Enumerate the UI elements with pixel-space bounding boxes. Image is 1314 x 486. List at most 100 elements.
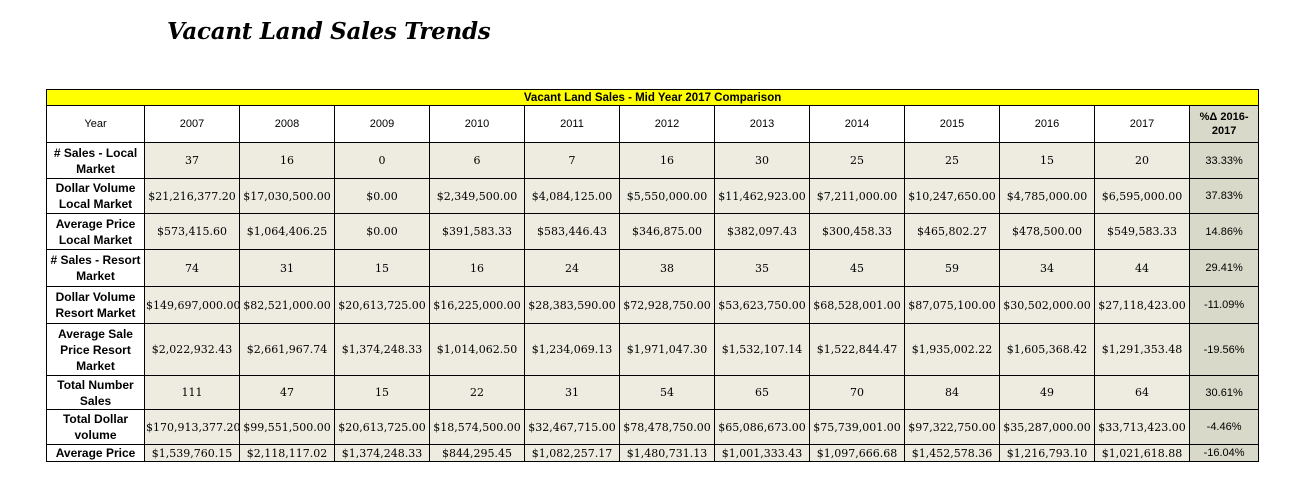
table-cell: $149,697,000.00 xyxy=(144,286,240,324)
table-cell: $1,971,047.30 xyxy=(619,323,715,376)
table-cell: $478,500.00 xyxy=(999,213,1095,250)
table-cell: 24 xyxy=(524,249,620,287)
table-cell: $82,521,000.00 xyxy=(239,286,335,324)
pct-change-cell: -19.56% xyxy=(1188,323,1260,376)
table-cell: $68,528,001.00 xyxy=(809,286,905,324)
pct-change-cell: -16.04% xyxy=(1188,444,1260,462)
table-cell: 30 xyxy=(714,142,810,179)
table-cell: 70 xyxy=(809,375,905,410)
table-cell: $17,030,500.00 xyxy=(239,178,335,214)
row-label: Total Dollar volume xyxy=(46,409,145,445)
table-cell: $1,480,731.13 xyxy=(619,444,715,462)
table-cell: $1,291,353.48 xyxy=(1094,323,1190,376)
table-cell: $2,118,117.02 xyxy=(239,444,335,462)
table-cell: $33,713,423.00 xyxy=(1094,409,1190,445)
table-cell: $465,802.27 xyxy=(904,213,1000,250)
table-cell: $1,234,069.13 xyxy=(524,323,620,376)
table-cell: $1,539,760.15 xyxy=(144,444,240,462)
row-label: Dollar Volume Local Market xyxy=(46,178,145,214)
table-cell: $0.00 xyxy=(334,213,430,250)
table-cell: $21,216,377.20 xyxy=(144,178,240,214)
table-cell: $1,935,002.22 xyxy=(904,323,1000,376)
table-cell: $11,462,923.00 xyxy=(714,178,810,214)
table-cell: 25 xyxy=(809,142,905,179)
table-cell: $7,211,000.00 xyxy=(809,178,905,214)
row-label: # Sales - Local Market xyxy=(46,142,145,179)
year-header: 2014 xyxy=(809,105,905,143)
table-cell: $97,322,750.00 xyxy=(904,409,1000,445)
pct-change-cell: 37.83% xyxy=(1188,178,1260,214)
row-label: Dollar Volume Resort Market xyxy=(46,286,145,324)
vacant-land-sales-table: Vacant Land Sales - Mid Year 2017 Compar… xyxy=(45,89,1260,462)
table-cell: $99,551,500.00 xyxy=(239,409,335,445)
table-cell: $20,613,725.00 xyxy=(334,409,430,445)
table-cell: 7 xyxy=(524,142,620,179)
table-cell: 59 xyxy=(904,249,1000,287)
table-cell: $1,605,368.42 xyxy=(999,323,1095,376)
table-cell: $1,021,618.88 xyxy=(1094,444,1190,462)
pct-change-cell: 29.41% xyxy=(1188,249,1260,287)
header-row: Year 2007 2008 2009 2010 2011 2012 2013 … xyxy=(46,105,1260,143)
table-cell: $2,349,500.00 xyxy=(429,178,525,214)
page-title: Vacant Land Sales Trends xyxy=(167,18,491,45)
row-label: Average Price Local Market xyxy=(46,213,145,250)
table-cell: $65,086,673.00 xyxy=(714,409,810,445)
table-cell: $1,452,578.36 xyxy=(904,444,1000,462)
row-label: Total Number Sales xyxy=(46,375,145,410)
table-cell: $27,118,423.00 xyxy=(1094,286,1190,324)
table-cell: 74 xyxy=(144,249,240,287)
table-cell: $1,097,666.68 xyxy=(809,444,905,462)
table-cell: 45 xyxy=(809,249,905,287)
table-row: # Sales - Resort Market 74 31 15 16 24 38 35 45 5… xyxy=(46,249,1260,287)
table-row: Average Sale Price Resort Market $2,022,9… xyxy=(46,323,1260,376)
table-cell: $1,064,406.25 xyxy=(239,213,335,250)
table-cell: $0.00 xyxy=(334,178,430,214)
table-cell: 37 xyxy=(144,142,240,179)
table-cell: $1,082,257.17 xyxy=(524,444,620,462)
table-cell: 31 xyxy=(524,375,620,410)
table-cell: 34 xyxy=(999,249,1095,287)
table-cell: 20 xyxy=(1094,142,1190,179)
table-cell: $1,522,844.47 xyxy=(809,323,905,376)
table-cell: 84 xyxy=(904,375,1000,410)
table-cell: 54 xyxy=(619,375,715,410)
row-label: # Sales - Resort Market xyxy=(46,249,145,287)
table-cell: $1,374,248.33 xyxy=(334,323,430,376)
table-cell: 16 xyxy=(239,142,335,179)
year-header: 2017 xyxy=(1094,105,1190,143)
table-cell: $18,574,500.00 xyxy=(429,409,525,445)
table-cell: $300,458.33 xyxy=(809,213,905,250)
table-cell: 47 xyxy=(239,375,335,410)
table-cell: 16 xyxy=(429,249,525,287)
table-cell: $573,415.60 xyxy=(144,213,240,250)
table-cell: $2,022,932.43 xyxy=(144,323,240,376)
table-cell: 6 xyxy=(429,142,525,179)
table-cell: $28,383,590.00 xyxy=(524,286,620,324)
table-cell: 16 xyxy=(619,142,715,179)
year-header: 2013 xyxy=(714,105,810,143)
pct-change-header: %Δ 2016-2017 xyxy=(1188,105,1260,143)
table-cell: $30,502,000.00 xyxy=(999,286,1095,324)
table-cell: 15 xyxy=(334,249,430,287)
table-cell: $346,875.00 xyxy=(619,213,715,250)
table-cell: $4,785,000.00 xyxy=(999,178,1095,214)
table-cell: $53,623,750.00 xyxy=(714,286,810,324)
table-cell: $78,478,750.00 xyxy=(619,409,715,445)
table-cell: 111 xyxy=(144,375,240,410)
year-header: 2010 xyxy=(429,105,525,143)
year-header: Year xyxy=(46,105,145,143)
table-banner: Vacant Land Sales - Mid Year 2017 Compar… xyxy=(45,89,1260,106)
pct-change-cell: -4.46% xyxy=(1188,409,1260,445)
table-cell: 15 xyxy=(334,375,430,410)
year-header: 2011 xyxy=(524,105,620,143)
table-cell: $75,739,001.00 xyxy=(809,409,905,445)
table-cell: $10,247,650.00 xyxy=(904,178,1000,214)
table-cell: 31 xyxy=(239,249,335,287)
year-header: 2012 xyxy=(619,105,715,143)
table-cell: $2,661,967.74 xyxy=(239,323,335,376)
pct-change-cell: 14.86% xyxy=(1188,213,1260,250)
table-cell: $1,532,107.14 xyxy=(714,323,810,376)
table-cell: $35,287,000.00 xyxy=(999,409,1095,445)
year-header: 2007 xyxy=(144,105,240,143)
table-cell: 65 xyxy=(714,375,810,410)
